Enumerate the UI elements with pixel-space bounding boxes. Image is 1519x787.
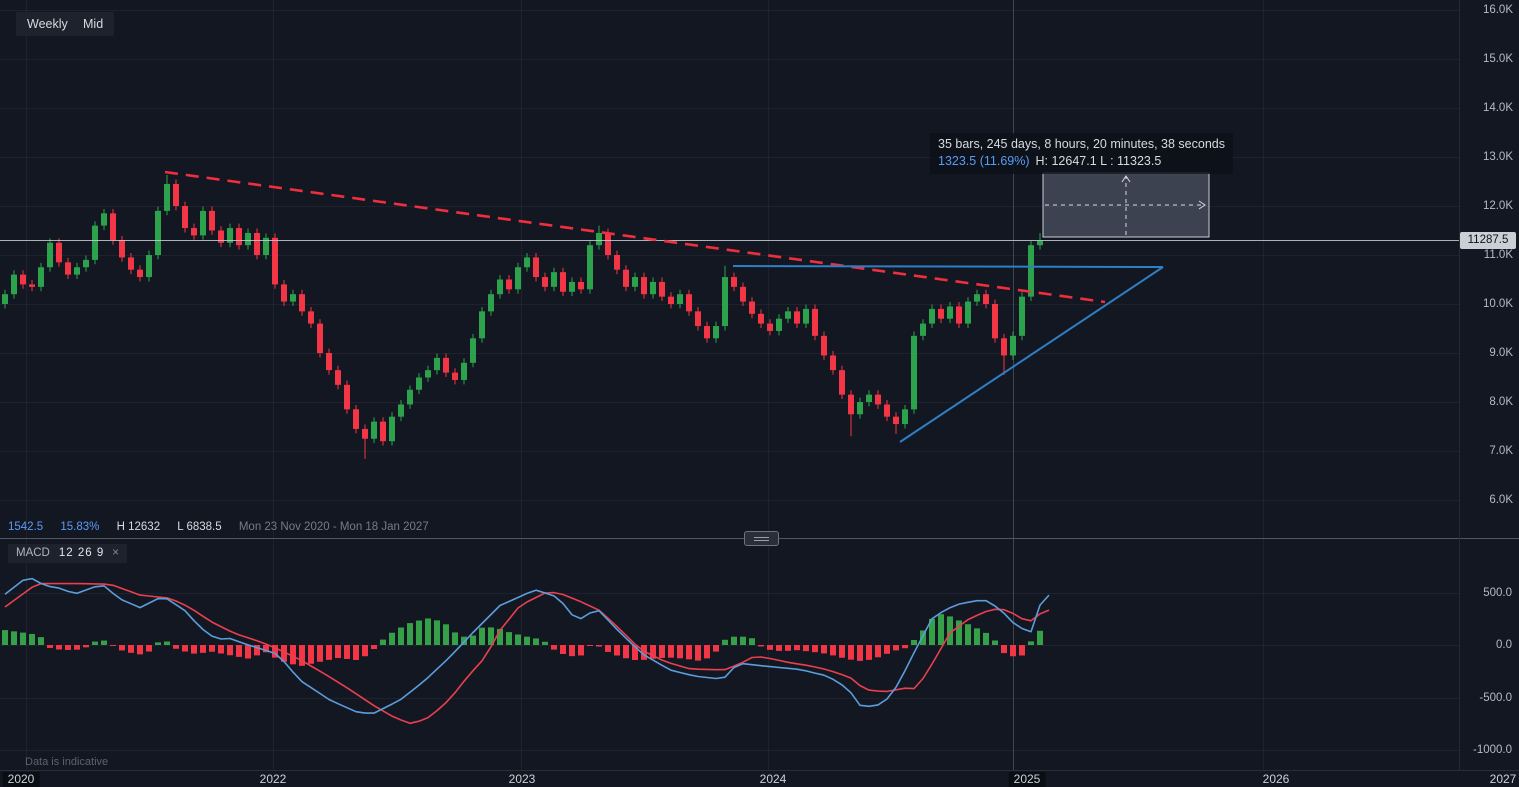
price-axis-label: 11.0K (1483, 249, 1513, 261)
price-axis-label: 16.0K (1482, 4, 1513, 16)
time-axis-label: 2026 (1262, 772, 1290, 786)
status-high: H 12632 (116, 521, 161, 533)
pane-resize-handle[interactable] (744, 531, 779, 546)
last-price-label: 11287.5 (1460, 232, 1516, 249)
macd-histogram (2, 614, 1043, 666)
price-axis-label: 7.0K (1489, 445, 1513, 457)
data-indicative-watermark: Data is indicative (25, 756, 109, 768)
price-axis-label: 12.0K (1482, 200, 1513, 212)
candlestick-series (2, 175, 1043, 459)
price-axis-label: 15.0K (1482, 53, 1513, 65)
status-change: 1542.5 (8, 521, 44, 533)
time-axis-label: 2025 (1008, 772, 1046, 787)
price-axis-label: 9.0K (1489, 347, 1513, 359)
macd-main-line (4, 577, 1050, 714)
time-axis-label: 2027 (1489, 772, 1517, 786)
descending-trendline[interactable] (164, 170, 1106, 304)
price-axis-label: 10.0K (1482, 298, 1513, 310)
price-axis-label: 6.0K (1489, 494, 1513, 506)
price-pane-status-bar: 1542.5 15.83% H 12632 L 6838.5 Mon 23 No… (8, 521, 443, 533)
price-axis-label: 14.0K (1482, 102, 1513, 114)
price-range-box[interactable] (1042, 172, 1210, 238)
macd-indicator-params: 12 26 9 (58, 547, 105, 559)
triangle-trendline-rising[interactable] (899, 266, 1164, 443)
macd-axis-label: -500.0 (1479, 692, 1512, 704)
macd-axis-label: 0.0 (1496, 639, 1512, 651)
time-axis-label: 2023 (508, 772, 536, 786)
price-axis[interactable]: 16.0K 15.0K 14.0K 13.0K 12.0K 11.0K 10.0K 9.0K 8… (1459, 0, 1519, 770)
price-axis-label: 13.0K (1482, 151, 1513, 163)
macd-signal-line (4, 582, 1050, 725)
price-axis-label: 8.0K (1489, 396, 1513, 408)
status-date-range: Mon 23 Nov 2020 - Mon 18 Jan 2027 (238, 521, 429, 533)
measure-tooltip-duration: 35 bars, 245 days, 8 hours, 20 minutes, … (938, 137, 1225, 151)
status-change-pct: 15.83% (60, 521, 100, 533)
time-axis[interactable]: 2020 2022 2023 2024 2025 2026 2027 (0, 770, 1519, 787)
macd-axis[interactable]: 500.0 0.0 -500.0 -1000.0 (1459, 539, 1519, 770)
time-axis-label: 2022 (259, 772, 287, 786)
macd-indicator-name: MACD (16, 547, 50, 559)
time-axis-label: 2024 (759, 772, 787, 786)
measure-tooltip-high-low: H: 12647.1 L : 11323.5 (1035, 154, 1162, 168)
macd-indicator-legend[interactable]: MACD 12 26 9 × (8, 544, 127, 563)
gridlines (0, 0, 1459, 770)
measure-tooltip-change: 1323.5 (11.69%) (938, 154, 1030, 168)
timeframe-button[interactable]: Weekly (16, 12, 79, 36)
macd-axis-label: 500.0 (1483, 587, 1512, 599)
macd-close-icon[interactable]: × (112, 547, 119, 559)
status-low: L 6838.5 (177, 521, 222, 533)
triangle-trendline-top[interactable] (732, 265, 1164, 268)
time-axis-label: 2020 (2, 772, 40, 787)
measure-tooltip: 35 bars, 245 days, 8 hours, 20 minutes, … (930, 133, 1233, 174)
macd-axis-label: -1000.0 (1472, 744, 1512, 756)
symbol-button[interactable]: Mid (72, 12, 115, 36)
